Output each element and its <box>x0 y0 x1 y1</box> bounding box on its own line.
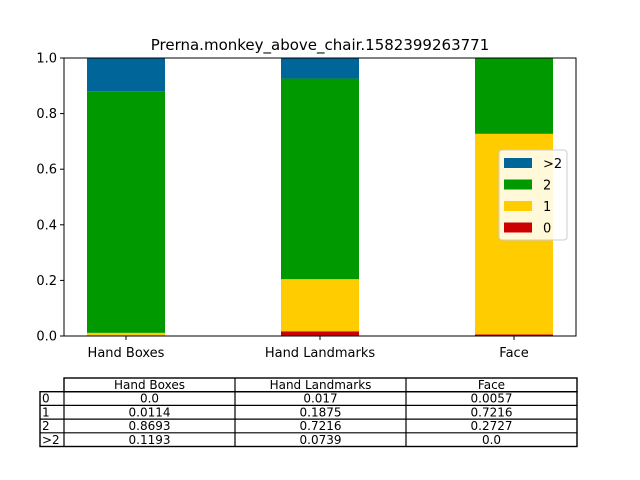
data-table: Hand Boxes Hand Landmarks Face 0 0.0 0.017 0.0… <box>39 377 578 448</box>
bar-hand-boxes-series-1 <box>87 332 165 336</box>
table-cell: 0.8693 <box>129 419 171 433</box>
bars-layer <box>87 58 553 336</box>
table-cell: 0.0739 <box>300 433 342 447</box>
bar-hand-boxes-series-3 <box>87 58 165 92</box>
legend-swatch-2 <box>504 201 532 211</box>
legend-label: 0 <box>543 222 551 237</box>
x-tick-label: Face <box>499 346 528 361</box>
table-cell: 0.7216 <box>300 419 342 433</box>
table-row-label: 0 <box>42 392 50 406</box>
table-cell: 0.2727 <box>471 419 513 433</box>
legend-swatch-3 <box>504 222 532 233</box>
table-cell: 0.0 <box>482 433 501 447</box>
table-cell: 0.1193 <box>129 433 171 447</box>
table-row-label: 1 <box>42 405 50 419</box>
bar-hand-landmarks-series-0 <box>281 331 359 336</box>
bar-face-series-0 <box>475 334 553 336</box>
table-col-header: Hand Landmarks <box>270 378 372 392</box>
legend-frame <box>498 149 568 241</box>
chart-title: Prerna.monkey_above_chair.1582399263771 <box>151 36 490 55</box>
table-cell: 0.0057 <box>471 392 513 406</box>
y-tick-label: 0.2 <box>36 274 57 289</box>
bar-hand-boxes-series-2 <box>87 91 165 333</box>
y-tick-label: 0.4 <box>36 218 57 233</box>
bar-face-series-2 <box>475 58 553 134</box>
x-tick-label: Hand Landmarks <box>265 346 376 361</box>
bar-hand-landmarks-series-3 <box>281 58 359 79</box>
y-tick-label: 0.0 <box>36 330 57 345</box>
y-tick-label: 0.8 <box>36 107 57 122</box>
table-cell: 0.0114 <box>129 405 171 419</box>
x-tick-label: Hand Boxes <box>88 346 165 361</box>
legend-swatch-0 <box>504 158 532 168</box>
table-cell: 0.7216 <box>471 405 513 419</box>
bar-hand-landmarks-series-1 <box>281 279 359 332</box>
table-row-label: >2 <box>42 433 60 447</box>
table-cell: 0.0 <box>140 392 159 406</box>
bar-hand-landmarks-series-2 <box>281 78 359 280</box>
y-tick-label: 1.0 <box>36 52 57 67</box>
table-row-label: 2 <box>42 419 50 433</box>
legend-label: 2 <box>543 179 551 194</box>
table-cell: 0.1875 <box>300 405 342 419</box>
y-tick-label: 0.6 <box>36 163 57 178</box>
legend-label: 1 <box>543 200 551 215</box>
x-axis: Hand Boxes Hand Landmarks Face <box>88 336 529 361</box>
legend: >2 2 1 0 <box>498 149 568 241</box>
legend-label: >2 <box>543 157 562 172</box>
legend-swatch-1 <box>504 179 532 190</box>
table-col-header: Face <box>478 378 505 392</box>
table-cell: 0.017 <box>303 392 337 406</box>
y-axis: 0.0 0.2 0.4 0.6 0.8 1.0 <box>36 52 64 345</box>
table-col-header: Hand Boxes <box>114 378 185 392</box>
